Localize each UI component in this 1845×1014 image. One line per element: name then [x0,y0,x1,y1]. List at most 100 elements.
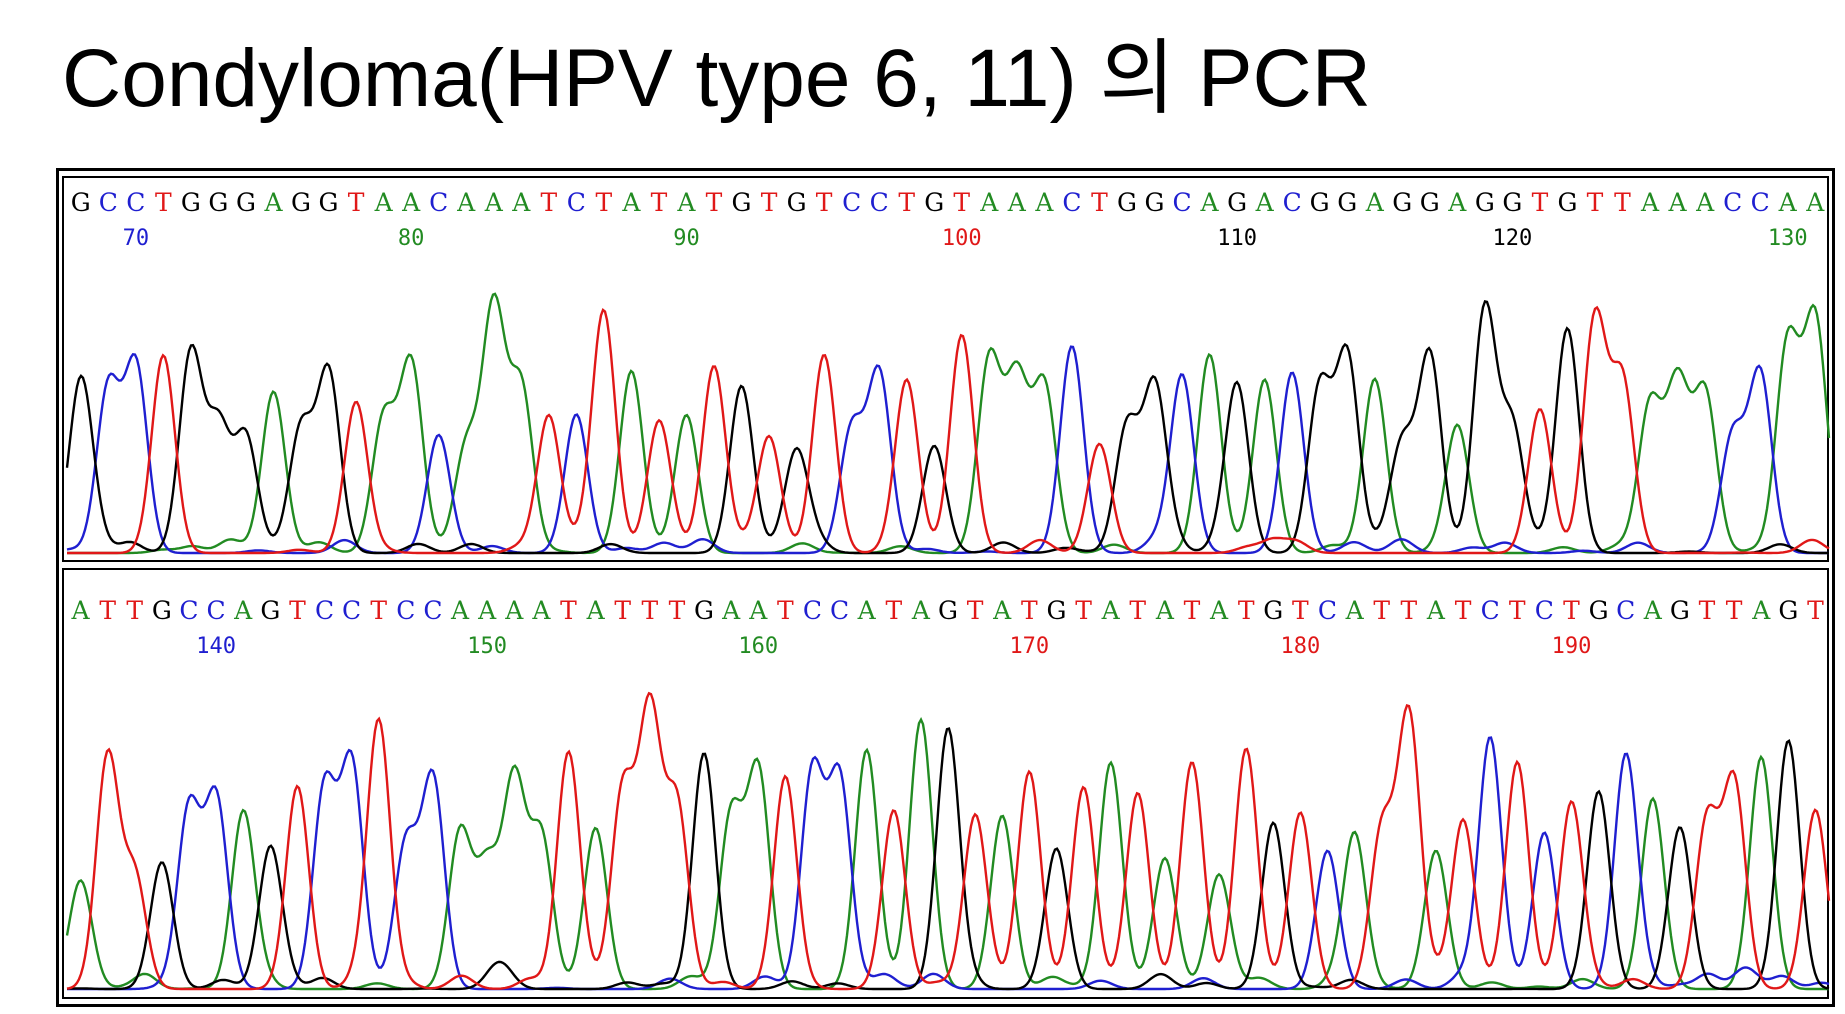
panel-border [62,176,1829,562]
base-call: C [567,188,586,217]
position-label: 90 [673,226,700,251]
base-call: G [1337,188,1357,217]
base-call: A [504,596,524,625]
base-call: G [1502,188,1522,217]
base-call: C [126,188,145,217]
base-call: T [1807,596,1824,625]
slide-title: Condyloma(HPV type 6, 11) 의 PCR [62,33,1371,124]
base-call: C [1172,188,1191,217]
base-call: A [1426,596,1446,625]
position-label: 140 [196,634,236,659]
base-call: C [1723,188,1742,217]
trace-T [67,305,1830,555]
base-call: A [1200,188,1220,217]
base-call: G [1589,596,1609,625]
base-call: G [1144,188,1164,217]
base-call: A [477,596,497,625]
position-label: 160 [738,634,778,659]
base-call: A [1155,596,1175,625]
base-call: T [1563,596,1580,625]
base-call: G [319,188,339,217]
base-call: A [456,188,476,217]
base-call: G [208,188,228,217]
base-call: G [1420,188,1440,217]
base-call: A [531,596,551,625]
trace-C [67,736,1830,991]
base-call: A [721,596,741,625]
base-call: C [429,188,448,217]
base-call: T [1021,596,1038,625]
base-call: T [1587,188,1604,217]
position-label: 70 [123,226,150,251]
position-label: 120 [1493,226,1533,251]
base-call: A [1695,188,1715,217]
base-call: G [924,188,944,217]
base-call: C [1318,596,1337,625]
base-call: A [1778,188,1798,217]
base-call: A [71,596,91,625]
base-call: A [1255,188,1275,217]
base-call: T [816,188,833,217]
base-call: T [1292,596,1309,625]
base-call: A [401,188,421,217]
base-call: C [179,596,198,625]
base-call: T [898,188,915,217]
position-label: 150 [467,634,507,659]
base-call: C [803,596,822,625]
base-call: C [1535,596,1554,625]
position-label: 80 [398,226,425,251]
base-call: C [1481,596,1500,625]
base-call: A [374,188,394,217]
base-call: T [1184,596,1201,625]
base-call: T [1614,188,1631,217]
base-call: T [560,596,577,625]
base-call: A [911,596,931,625]
base-call: G [938,596,958,625]
base-call: T [761,188,778,217]
base-call: G [260,596,280,625]
base-call: A [676,188,696,217]
base-call: T [1091,188,1108,217]
base-call: C [1062,188,1081,217]
base-call: T [777,596,794,625]
base-call: G [1117,188,1137,217]
base-call: T [669,596,686,625]
base-call: T [1075,596,1092,625]
base-call: A [1751,596,1771,625]
base-call: T [596,188,613,217]
base-call: T [614,596,631,625]
base-call: G [1557,188,1577,217]
base-call: C [99,188,118,217]
base-call: C [842,188,861,217]
base-call: T [706,188,723,217]
base-call: A [1345,596,1365,625]
base-call: T [885,596,902,625]
base-call: T [953,188,970,217]
base-call: A [748,596,768,625]
base-call: G [1778,596,1798,625]
base-call: G [1670,596,1690,625]
base-call: C [423,596,442,625]
base-call: C [1751,188,1770,217]
base-call: T [126,596,143,625]
base-call: G [1475,188,1495,217]
base-call: C [1283,188,1302,217]
base-call: G [1046,596,1066,625]
base-call: T [155,188,172,217]
base-call: A [1643,596,1663,625]
base-call: C [315,596,334,625]
base-call: T [1238,596,1255,625]
base-call: G [787,188,807,217]
base-call: T [651,188,668,217]
base-call: G [1227,188,1247,217]
position-label: 130 [1768,226,1808,251]
base-call: G [152,596,172,625]
base-call: G [291,188,311,217]
base-call: T [1509,596,1526,625]
position-label: 100 [942,226,982,251]
trace-G [66,727,1830,991]
base-call: G [71,188,91,217]
base-call: A [621,188,641,217]
